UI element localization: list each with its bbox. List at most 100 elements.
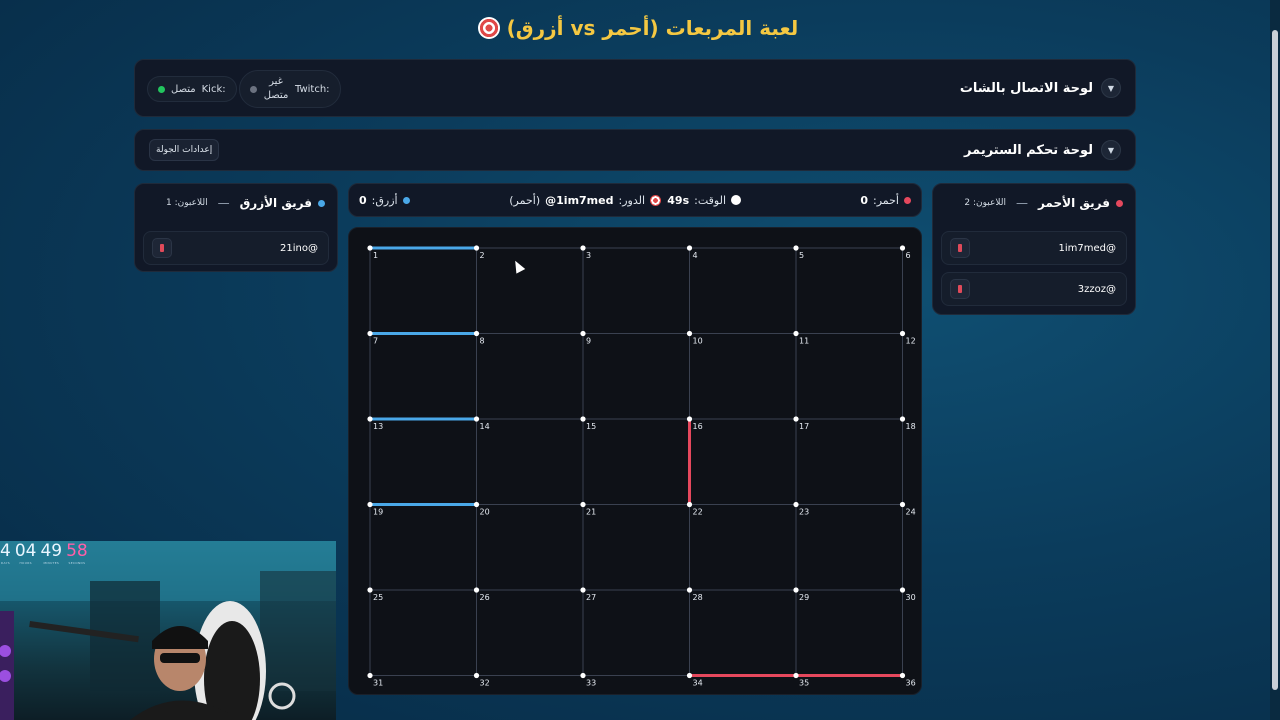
dot-label: 19 [373, 508, 383, 517]
streamer-panel-header[interactable]: ▼ لوحة تحكم الستريمر [964, 130, 1121, 170]
board-dot[interactable] [473, 672, 480, 679]
trash-icon[interactable] [950, 279, 970, 299]
countdown-label: MINUTES [43, 561, 60, 565]
dot-label: 35 [799, 679, 809, 688]
board-dot[interactable] [793, 587, 799, 593]
dot-label: 3 [586, 251, 591, 260]
streamer-panel-label: لوحة تحكم الستريمر [964, 142, 1093, 158]
chat-panel-label: لوحة الاتصال بالشات [959, 80, 1093, 96]
chat-panel-header[interactable]: ▼ لوحة الاتصال بالشات [960, 60, 1121, 116]
board-dot[interactable] [793, 501, 799, 508]
board-dot[interactable] [793, 245, 799, 251]
countdown-seconds: 58 SECONDS [66, 541, 88, 565]
board-dot[interactable] [580, 330, 586, 337]
chevron-down-icon[interactable]: ▼ [1101, 78, 1121, 98]
dot-label: 18 [906, 422, 916, 431]
board-dot[interactable] [899, 672, 906, 679]
dot-label: 5 [799, 251, 804, 260]
dot-label: 24 [906, 508, 916, 517]
dot-label: 7 [373, 337, 378, 346]
board-dot[interactable] [686, 330, 693, 337]
board-dot[interactable] [686, 501, 693, 508]
red-team-name: فريق الأحمر [1037, 196, 1110, 210]
dot-label: 4 [693, 251, 698, 260]
dot-label: 28 [693, 593, 703, 602]
score-bar: أحمر: 0 الوقت: 49s الدور: @1im7med (أحمر… [348, 183, 922, 217]
dot-label: 10 [693, 337, 703, 346]
dot-label: 22 [693, 508, 703, 517]
board-dot[interactable] [473, 501, 480, 508]
dot-label: 31 [373, 679, 383, 688]
countdown-days: 4 DAYS [0, 541, 11, 565]
game-board[interactable]: 1 2 3 4 5 6 7 8 9 10 11 12 13 14 15 16 17 18 19 20 21 22 23 24 2… [348, 227, 922, 695]
board-dot[interactable] [367, 330, 373, 337]
round-settings-button[interactable]: إعدادات الجولة [149, 139, 220, 161]
board-dot[interactable] [793, 330, 799, 337]
twitch-label: Twitch: [295, 83, 330, 95]
countdown-minutes: 49 MINUTES [40, 541, 62, 565]
blue-team-panel: فريق الأزرق — اللاعبون: 1 21ino@ [134, 183, 338, 272]
scrollbar-thumb[interactable] [1272, 30, 1278, 690]
player-row: 21ino@ [143, 231, 329, 265]
board-dot[interactable] [686, 672, 693, 679]
board-dot[interactable] [580, 501, 586, 508]
countdown-label: SECONDS [68, 561, 86, 565]
countdown-hours: 04 HOURS [15, 541, 37, 565]
red-dot [904, 196, 911, 204]
board-dot[interactable] [686, 587, 693, 593]
board-dot[interactable] [473, 245, 480, 251]
countdown-value: 49 [40, 541, 63, 561]
stopwatch-icon [731, 195, 741, 205]
kick-status-text: متصل [171, 83, 196, 95]
board-dot[interactable] [580, 245, 586, 251]
page-title-text: لعبة المربعات (أحمر vs أزرق) [506, 16, 799, 40]
red-team-header: فريق الأحمر — اللاعبون: 2 [933, 184, 1135, 222]
board-dot[interactable] [899, 501, 906, 508]
twitch-status: غير متصل Twitch: [239, 70, 341, 108]
webcam-overlay [0, 541, 336, 720]
trash-icon[interactable] [152, 238, 172, 258]
board-dot[interactable] [899, 587, 906, 593]
separator: — [1015, 196, 1028, 210]
dot-label: 23 [799, 508, 809, 517]
dot-label: 6 [906, 251, 911, 260]
board-dot[interactable] [473, 416, 480, 422]
page-scrollbar[interactable] [1270, 0, 1280, 720]
dot-label: 11 [799, 337, 809, 346]
board-dot[interactable] [580, 587, 586, 593]
board-dot[interactable] [686, 416, 693, 422]
time-value: 49s [667, 193, 690, 207]
player-name: 3zzoz@ [1077, 283, 1116, 295]
board-dot[interactable] [793, 672, 799, 679]
board-dot[interactable] [367, 672, 373, 679]
board-dot[interactable] [793, 416, 799, 422]
twitch-status-text: غير متصل [263, 76, 289, 101]
board-dot[interactable] [899, 245, 906, 251]
board-dot[interactable] [473, 330, 480, 337]
chevron-down-icon[interactable]: ▼ [1101, 140, 1121, 160]
board-dot[interactable] [580, 416, 586, 422]
turn-player: @1im7med [545, 193, 614, 207]
board-dot[interactable] [367, 501, 373, 508]
board-dot[interactable] [899, 330, 906, 337]
blue-team-dot [318, 199, 325, 207]
board-dot[interactable] [899, 416, 906, 422]
board-dot[interactable] [367, 416, 373, 422]
blue-dot [402, 196, 410, 204]
board-dot[interactable] [367, 587, 373, 593]
page-title: لعبة المربعات (أحمر vs أزرق) [0, 16, 1270, 40]
countdown-label: HOURS [19, 561, 32, 565]
trash-icon[interactable] [950, 238, 970, 258]
board-dot[interactable] [367, 245, 373, 251]
dot-label: 29 [799, 593, 809, 602]
dot-label: 15 [586, 422, 596, 431]
board-dot[interactable] [580, 672, 586, 679]
kick-status: متصل Kick: [147, 76, 237, 102]
player-name: 21ino@ [280, 242, 318, 254]
dot-label: 21 [586, 508, 596, 517]
dot-label: 25 [373, 593, 383, 602]
dot-label: 32 [480, 679, 490, 688]
board-dot[interactable] [686, 245, 693, 251]
board-dot[interactable] [473, 587, 480, 593]
